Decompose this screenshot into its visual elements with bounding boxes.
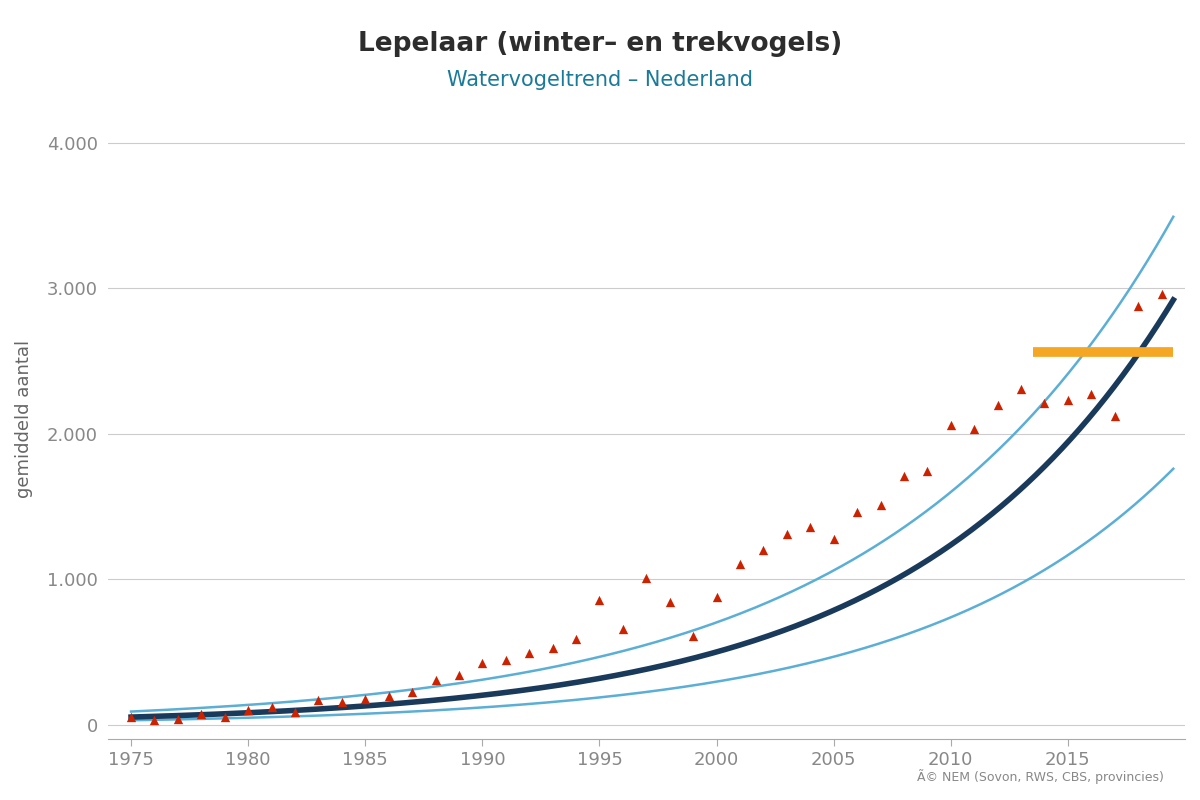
Point	[1034, 397, 1054, 410]
Point	[824, 533, 844, 546]
Point	[590, 594, 610, 606]
Point	[473, 657, 492, 670]
Point	[426, 673, 445, 686]
Point	[778, 528, 797, 541]
Point	[449, 669, 468, 682]
Point	[988, 398, 1007, 411]
Point	[754, 544, 773, 557]
Text: Lepelaar (winter– en trekvogels): Lepelaar (winter– en trekvogels)	[358, 31, 842, 57]
Point	[731, 558, 750, 570]
Point	[402, 686, 421, 698]
Point	[145, 713, 164, 726]
Text: Watervogeltrend – Nederland: Watervogeltrend – Nederland	[446, 70, 754, 90]
Point	[847, 506, 866, 518]
Point	[800, 520, 820, 533]
Point	[918, 465, 937, 478]
Point	[379, 689, 398, 702]
Point	[1105, 410, 1124, 422]
Point	[684, 630, 703, 642]
Point	[308, 694, 328, 706]
Point	[894, 470, 913, 482]
Point	[871, 498, 890, 511]
Point	[637, 571, 656, 584]
Point	[613, 622, 632, 635]
Point	[239, 704, 258, 717]
Point	[332, 696, 352, 709]
Point	[1012, 382, 1031, 395]
Point	[262, 701, 281, 714]
Point	[965, 423, 984, 436]
Point	[520, 647, 539, 660]
Point	[1128, 299, 1147, 312]
Point	[544, 642, 563, 654]
Point	[941, 418, 960, 431]
Text: Ã© NEM (Sovon, RWS, CBS, provincies): Ã© NEM (Sovon, RWS, CBS, provincies)	[917, 769, 1164, 784]
Point	[1081, 387, 1100, 400]
Point	[1152, 287, 1171, 300]
Point	[496, 654, 515, 666]
Point	[121, 710, 140, 723]
Point	[660, 595, 679, 608]
Point	[1058, 394, 1078, 406]
Point	[355, 693, 374, 706]
Point	[566, 633, 586, 646]
Point	[168, 713, 187, 726]
Point	[192, 708, 211, 721]
Point	[286, 705, 305, 718]
Point	[707, 591, 726, 604]
Y-axis label: gemiddeld aantal: gemiddeld aantal	[14, 340, 34, 498]
Point	[215, 711, 234, 724]
